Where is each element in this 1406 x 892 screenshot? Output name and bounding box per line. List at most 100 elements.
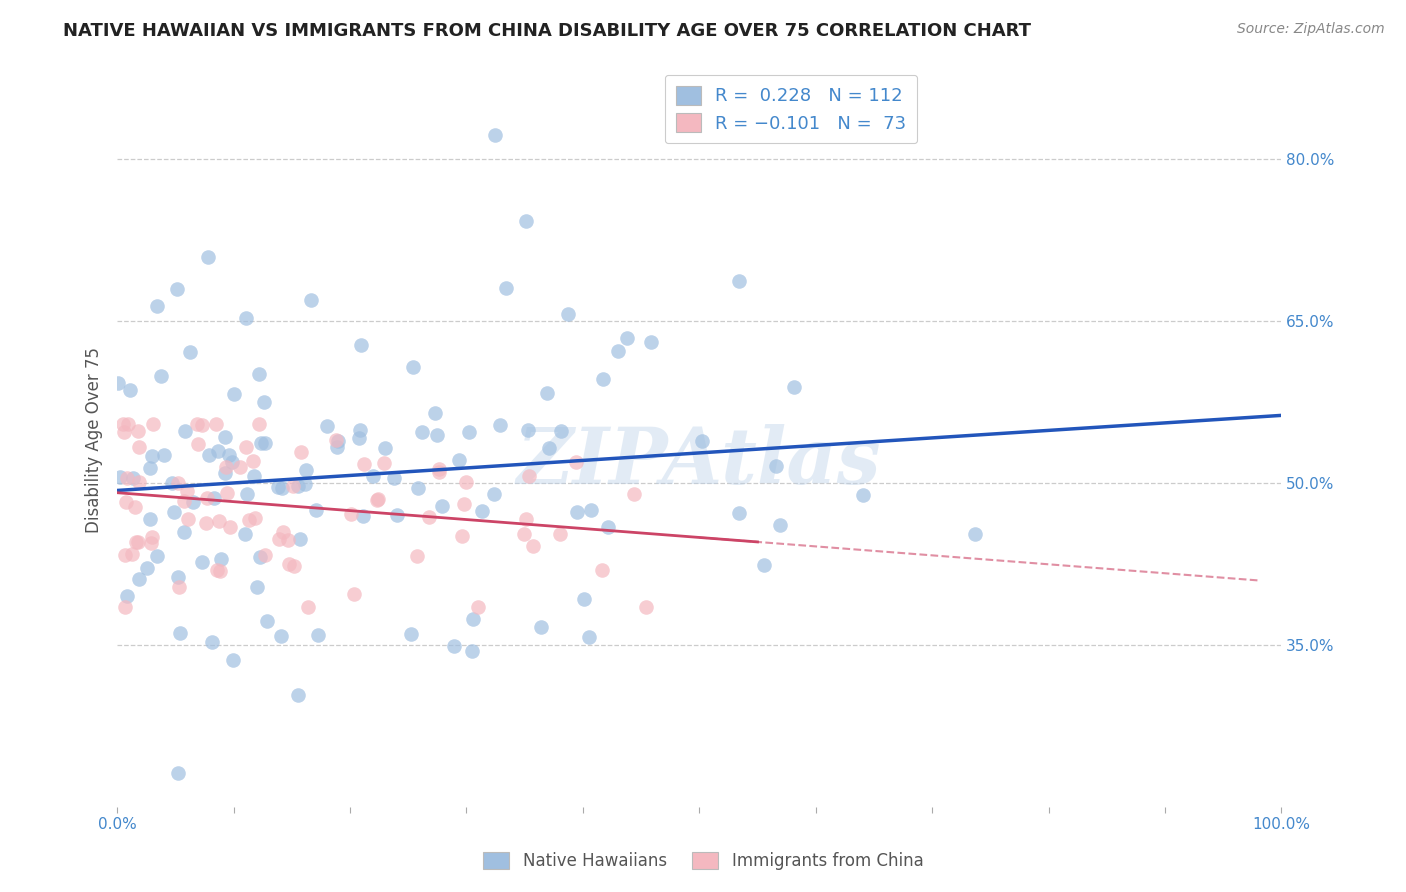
Point [283,559,305,574]
Y-axis label: Disability Age Over 75: Disability Age Over 75 [86,347,103,533]
Point [127,535,149,549]
Point [127,424,149,438]
Point [489,418,512,433]
Point [128,572,150,586]
Point [167,765,190,780]
Point [374,441,396,455]
Point [353,457,375,471]
Point [432,499,454,513]
Point [190,417,212,432]
Point [214,466,236,480]
Point [326,434,349,448]
Text: NATIVE HAWAIIAN VS IMMIGRANTS FROM CHINA DISABILITY AGE OVER 75 CORRELATION CHAR: NATIVE HAWAIIAN VS IMMIGRANTS FROM CHINA… [63,22,1031,40]
Point [214,430,236,444]
Point [557,307,579,321]
Point [565,505,588,519]
Point [402,360,425,375]
Point [373,456,395,470]
Point [194,516,217,530]
Point [201,635,224,649]
Point [124,500,146,514]
Point [205,563,228,577]
Point [191,555,214,569]
Point [163,505,186,519]
Point [765,458,787,473]
Text: Source: ZipAtlas.com: Source: ZipAtlas.com [1237,22,1385,37]
Point [690,434,713,448]
Point [607,344,630,359]
Point [120,383,142,397]
Point [235,440,257,454]
Point [107,376,129,390]
Point [141,530,163,544]
Point [515,213,537,227]
Point [574,591,596,606]
Point [382,471,405,485]
Point [537,441,560,455]
Point [270,481,292,495]
Point [352,508,374,523]
Point [592,372,614,386]
Point [315,418,337,433]
Point [242,454,264,468]
Point [278,557,301,571]
Point [467,600,489,615]
Point [243,511,266,525]
Point [271,524,294,539]
Point [217,485,239,500]
Point [347,431,370,445]
Point [253,548,276,562]
Point [197,448,219,462]
Point [169,625,191,640]
Point [145,299,167,313]
Point [307,628,329,642]
Point [457,425,479,440]
Point [456,475,478,490]
Point [221,652,243,666]
Point [112,417,135,431]
Point [167,475,190,490]
Point [214,459,236,474]
Point [139,512,162,526]
Point [366,493,388,508]
Point [167,570,190,584]
Point [482,487,505,501]
Point [287,688,309,702]
Point [173,494,195,508]
Point [387,508,409,522]
Point [125,535,148,549]
Legend: Native Hawaiians, Immigrants from China: Native Hawaiians, Immigrants from China [475,845,931,877]
Point [112,425,135,439]
Point [495,281,517,295]
Point [769,517,792,532]
Point [256,615,278,629]
Point [522,539,544,553]
Point [247,368,270,382]
Point [591,563,613,577]
Point [139,461,162,475]
Point [150,368,173,383]
Point [267,480,290,494]
Point [406,481,429,495]
Point [114,600,136,615]
Point [579,503,602,517]
Point [114,549,136,563]
Point [145,549,167,563]
Point [287,479,309,493]
Point [418,510,440,524]
Point [115,471,138,485]
Point [288,532,311,546]
Point [290,444,312,458]
Point [550,527,572,541]
Point [253,395,276,409]
Point [207,443,229,458]
Point [423,406,446,420]
Point [229,460,252,475]
Point [128,475,150,490]
Legend: R =  0.228   N = 112, R = −0.101   N =  73: R = 0.228 N = 112, R = −0.101 N = 73 [665,75,917,144]
Point [349,423,371,437]
Point [727,274,749,288]
Point [281,479,304,493]
Point [640,335,662,350]
Point [141,449,163,463]
